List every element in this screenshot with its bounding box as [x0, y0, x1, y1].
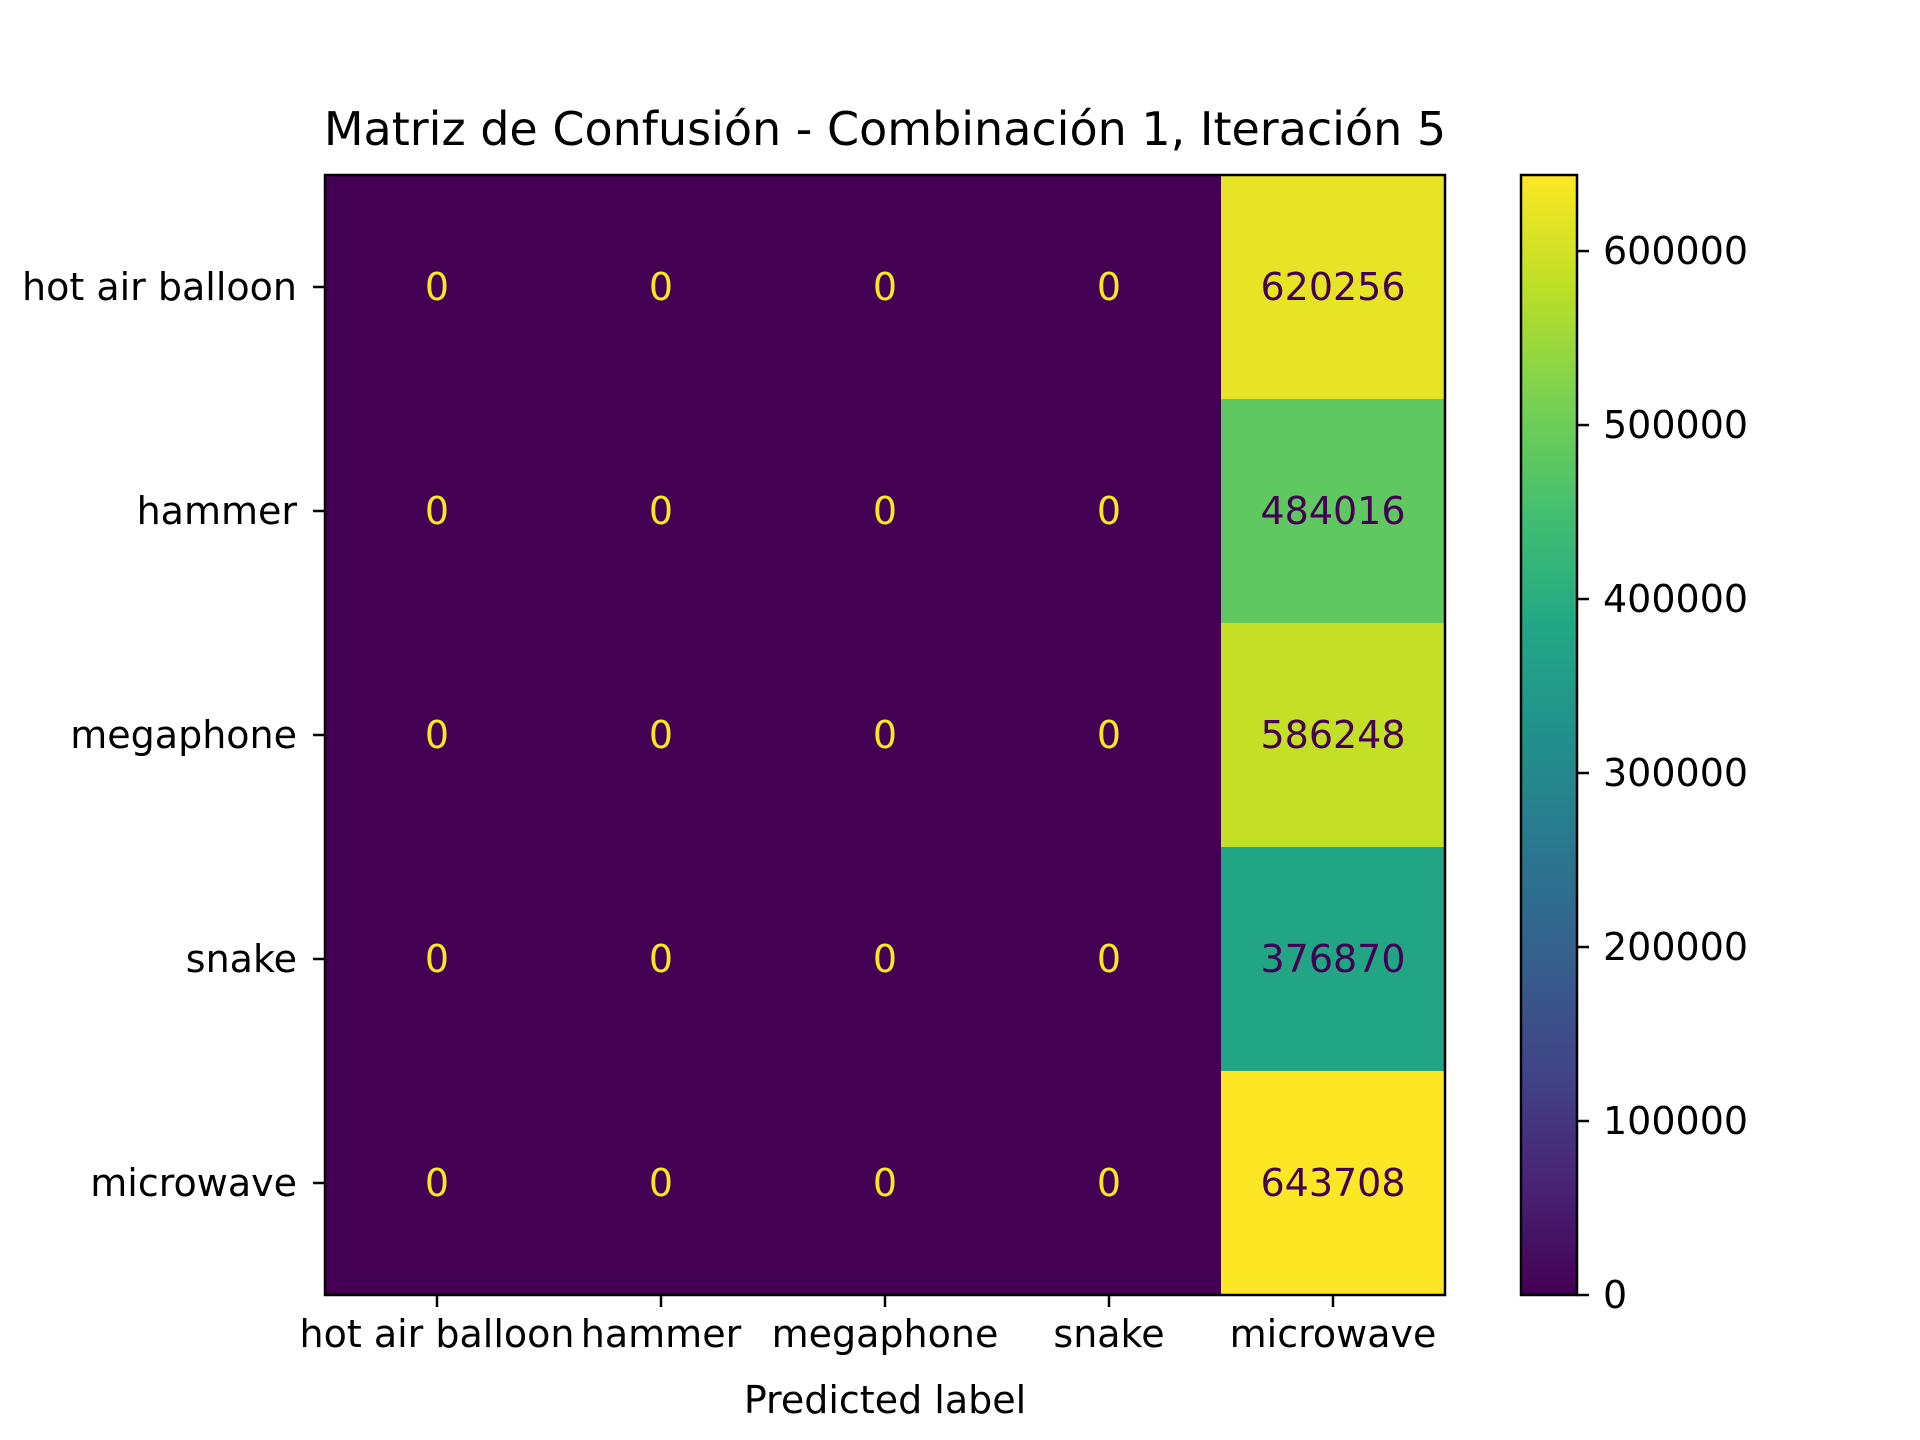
heatmap-cell — [325, 847, 550, 1072]
cell-value-label: 0 — [649, 265, 673, 309]
cell-value-label: 0 — [649, 1161, 673, 1205]
cell-value-label: 484016 — [1260, 489, 1405, 533]
cell-value-label: 0 — [873, 265, 897, 309]
heatmap-cell — [1221, 399, 1446, 624]
cell-value-label: 0 — [873, 489, 897, 533]
colorbar-tick-label: 400000 — [1603, 577, 1748, 621]
cell-value-label: 0 — [1097, 937, 1121, 981]
cell-value-label: 0 — [649, 489, 673, 533]
colorbar-frame — [1519, 173, 1579, 1297]
colorbar — [1521, 175, 1577, 1295]
colorbar-tick-label: 200000 — [1603, 925, 1748, 969]
heatmap-cell — [997, 175, 1222, 400]
heatmap-cell — [773, 623, 998, 848]
heatmap-cell — [549, 399, 774, 624]
heatmap-cell — [773, 1071, 998, 1296]
cell-value-label: 0 — [425, 713, 449, 757]
cell-annotations: 0 0 0 0 620256 0 0 0 0 484016 0 0 0 0 586248 0 0 0 0 376870… — [425, 265, 1406, 1205]
heatmap-cell — [325, 399, 550, 624]
cell-value-label: 620256 — [1260, 265, 1405, 309]
heatmap-cell — [1221, 623, 1446, 848]
cell-value-label: 0 — [425, 265, 449, 309]
heatmap-cell — [997, 1071, 1222, 1296]
colorbar-axis: 0 100000 200000 300000 400000 500000 600000 — [1577, 229, 1748, 1317]
cell-value-label: 0 — [425, 937, 449, 981]
heatmap-cell — [997, 623, 1222, 848]
heatmap-cell — [773, 399, 998, 624]
chart-title: Matriz de Confusión - Combinación 1, Ite… — [324, 102, 1446, 156]
cell-value-label: 0 — [1097, 713, 1121, 757]
cell-value-label: 0 — [1097, 265, 1121, 309]
heatmap-cell — [549, 623, 774, 848]
cell-value-label: 0 — [1097, 1161, 1121, 1205]
y-tick-label: megaphone — [70, 713, 297, 757]
heatmap-cell — [1221, 847, 1446, 1072]
x-axis: hot air balloon hammer megaphone snake micro… — [300, 1295, 1437, 1356]
heatmap-cell — [549, 1071, 774, 1296]
heatmap-cell — [549, 847, 774, 1072]
heatmap-cells — [325, 175, 1446, 1296]
cell-value-label: 0 — [1097, 489, 1121, 533]
cell-value-label: 376870 — [1260, 937, 1405, 981]
colorbar-tick-label: 500000 — [1603, 403, 1748, 447]
heatmap-cell — [997, 847, 1222, 1072]
x-tick-label: snake — [1053, 1312, 1164, 1356]
y-tick-label: hot air balloon — [22, 265, 297, 309]
y-axis: hot air balloon hammer megaphone snake micro… — [22, 265, 325, 1205]
x-tick-label: microwave — [1230, 1312, 1437, 1356]
heatmap-cell — [773, 847, 998, 1072]
y-tick-label: hammer — [137, 489, 298, 533]
heatmap-cell — [325, 623, 550, 848]
cell-value-label: 0 — [873, 713, 897, 757]
x-tick-label: megaphone — [772, 1312, 999, 1356]
colorbar-tick-label: 600000 — [1603, 229, 1748, 273]
cell-value-label: 0 — [425, 1161, 449, 1205]
heatmap-cell — [325, 1071, 550, 1296]
colorbar-tick-label: 100000 — [1603, 1099, 1748, 1143]
x-tick-label: hot air balloon — [300, 1312, 575, 1356]
x-axis-label: Predicted label — [744, 1378, 1026, 1422]
cell-value-label: 0 — [873, 937, 897, 981]
x-tick-label: hammer — [581, 1312, 742, 1356]
heatmap-cell — [1221, 1071, 1446, 1296]
cell-value-label: 0 — [873, 1161, 897, 1205]
cell-value-label: 0 — [649, 713, 673, 757]
colorbar-tick-label: 300000 — [1603, 751, 1748, 795]
cell-value-label: 0 — [425, 489, 449, 533]
heatmap-cell — [549, 175, 774, 400]
y-tick-label: snake — [186, 937, 297, 981]
cell-value-label: 0 — [649, 937, 673, 981]
heatmap-cell — [997, 399, 1222, 624]
cell-value-label: 643708 — [1260, 1161, 1405, 1205]
cell-value-label: 586248 — [1260, 713, 1405, 757]
heatmap-cell — [325, 175, 550, 400]
heatmap-cell — [1221, 175, 1446, 400]
y-tick-label: microwave — [90, 1161, 297, 1205]
heatmap-cell — [773, 175, 998, 400]
colorbar-tick-label: 0 — [1603, 1273, 1627, 1317]
